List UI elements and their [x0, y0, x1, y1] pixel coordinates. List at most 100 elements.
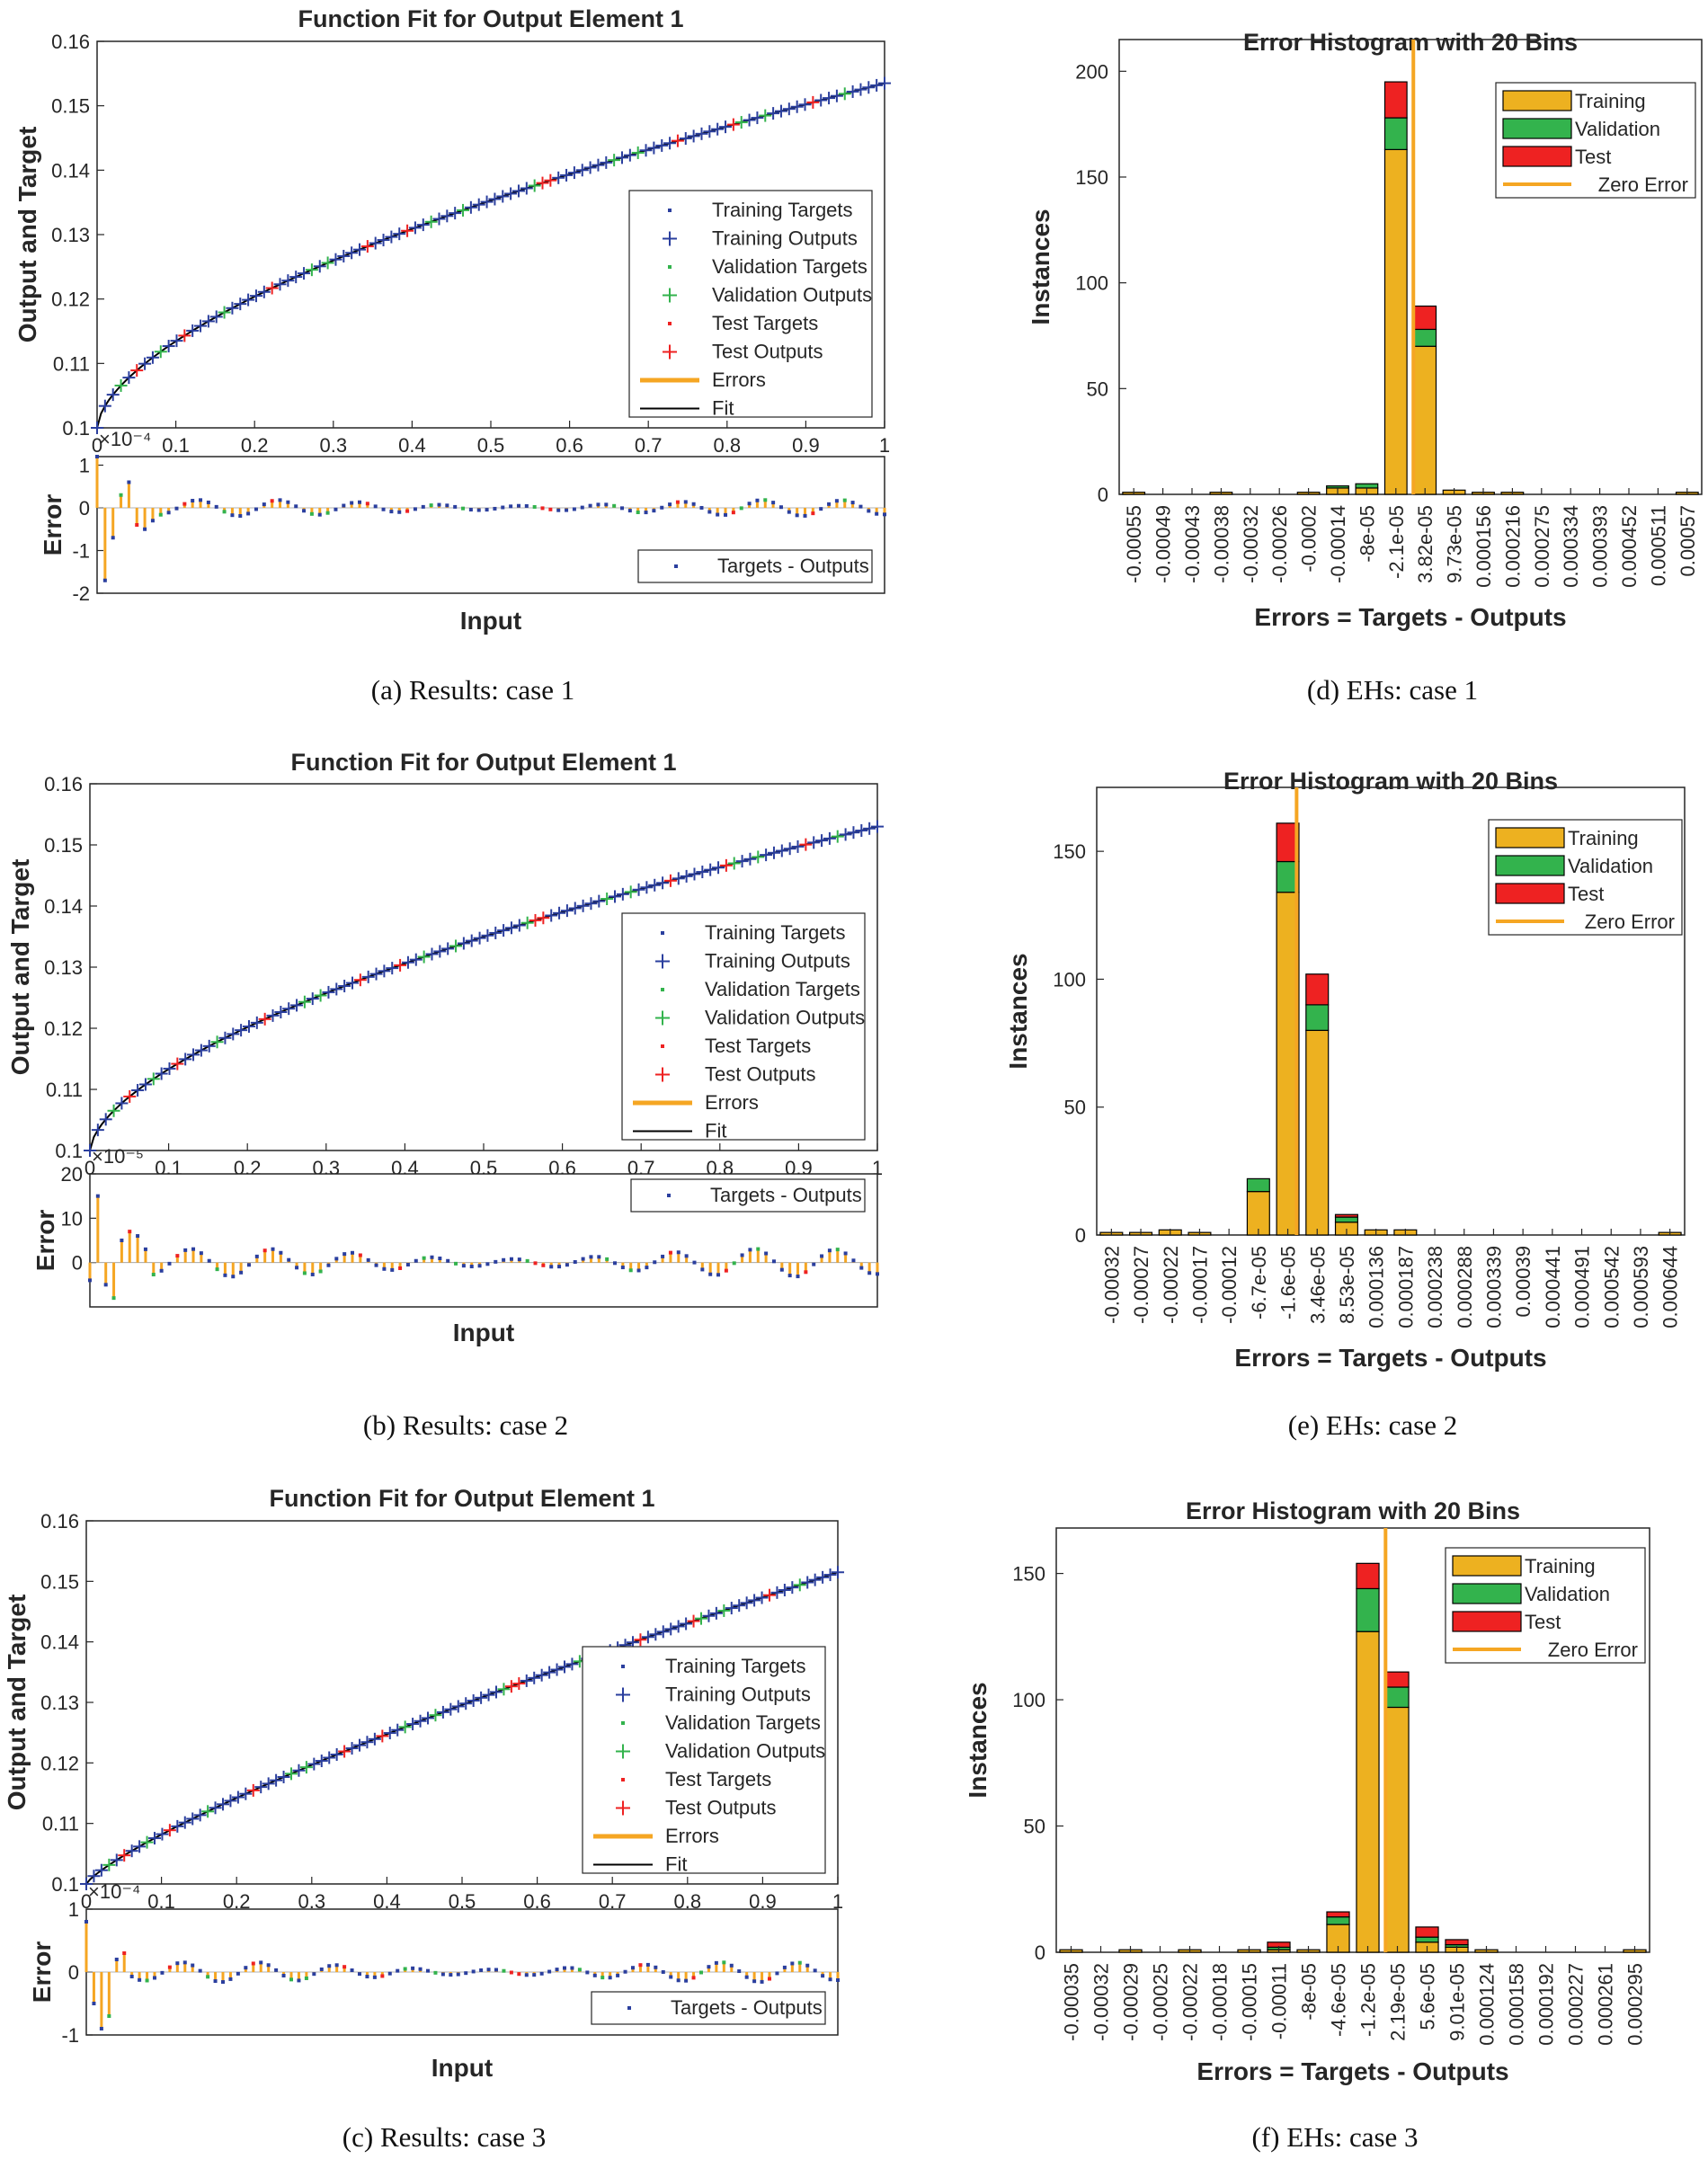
- x-tick-label: 9.01e-05: [1446, 1963, 1469, 2041]
- figure-caption: (c) Results: case 3: [342, 2121, 546, 2153]
- legend-label: Validation Outputs: [705, 1007, 865, 1029]
- error-dot: [604, 502, 609, 507]
- error-dot: [274, 1968, 279, 1972]
- error-dot: [581, 1257, 585, 1261]
- y-tick-label: 150: [1053, 840, 1086, 863]
- legend-target-dot: [621, 1665, 625, 1668]
- error-dot: [779, 1267, 784, 1272]
- y-tick-label: 0.16: [44, 773, 83, 795]
- x-tick-label: -0.00014: [1327, 505, 1349, 583]
- error-dot: [405, 509, 410, 513]
- error-dot: [778, 505, 783, 510]
- x-tick-label: 0.000216: [1501, 505, 1524, 588]
- error-dot: [437, 502, 441, 507]
- y-tick-label: 0.12: [40, 1752, 79, 1774]
- error-dot: [440, 1972, 445, 1977]
- fit-line: [85, 1571, 839, 1885]
- y-tick-label: 0.1: [62, 417, 90, 440]
- error-dot: [644, 511, 648, 515]
- fit-chart-c: Function Fit for Output Element 1 0.1 0.11…: [3, 1485, 844, 2153]
- error-dot: [111, 536, 115, 540]
- error-dot: [669, 1975, 673, 1979]
- error-dot: [585, 1970, 590, 1975]
- legend-label: Zero Error: [1585, 911, 1675, 933]
- x-tick-label: 5.6e-05: [1417, 1963, 1439, 2030]
- x-tick-label: -2.1e-05: [1385, 505, 1408, 579]
- fit-line: [96, 82, 885, 429]
- legend-swatch-validation: [1495, 855, 1565, 876]
- fit-title: Function Fit for Output Element 1: [291, 749, 677, 776]
- legend-label: Zero Error: [1548, 1639, 1638, 1661]
- validation-bar: [1246, 1177, 1270, 1193]
- error-dot: [262, 502, 266, 507]
- error-y-tick-label: 1: [68, 1898, 79, 1921]
- y-tick-label: 0.11: [42, 1813, 79, 1835]
- error-dot: [358, 1972, 361, 1977]
- y-tick-label: 0.13: [44, 956, 83, 979]
- x-tick-label: 0.000156: [1472, 505, 1495, 588]
- x-tick-label: 0.000275: [1531, 505, 1553, 588]
- error-dot: [266, 1963, 271, 1968]
- error-dot: [739, 506, 743, 511]
- error-dot: [764, 1251, 769, 1256]
- error-dot: [588, 503, 592, 508]
- error-dot: [302, 1271, 307, 1275]
- x-tick-label: -1.6e-05: [1277, 1246, 1300, 1319]
- error-dot: [302, 509, 307, 513]
- legend-label: Validation Targets: [712, 255, 867, 278]
- x-tick-label: -0.00032: [1100, 1246, 1123, 1324]
- legend-label: Training Targets: [665, 1655, 806, 1677]
- histogram-chart-f: Error Histogram with 20 Bins 0 50 100 150 Ins…: [964, 1497, 1650, 2153]
- test-bar: [1445, 1939, 1469, 1946]
- legend-target-dot: [661, 931, 664, 935]
- x-tick-label: 0.000288: [1454, 1246, 1476, 1328]
- x-tick-label: -0.00011: [1268, 1963, 1291, 2039]
- error-dot: [557, 1265, 562, 1269]
- error-exponent-label: ×10⁻⁵: [92, 1145, 144, 1168]
- error-dot: [883, 512, 886, 517]
- error-dot: [222, 510, 227, 514]
- error-dot: [819, 507, 823, 511]
- error-dot: [136, 1234, 140, 1239]
- x-tick-label: 8.53e-05: [1336, 1246, 1358, 1324]
- y-tick-label: 100: [1012, 1689, 1045, 1711]
- error-dot: [312, 1972, 316, 1977]
- error-dot: [281, 1974, 286, 1978]
- test-bar: [1415, 1926, 1439, 1938]
- error-dot: [236, 1971, 240, 1976]
- error-dot: [502, 1968, 506, 1973]
- legend-label: Zero Error: [1598, 173, 1688, 196]
- y-tick-label: 0.12: [44, 1017, 83, 1040]
- error-dot: [775, 1971, 779, 1976]
- x-tick-label: -0.00027: [1130, 1246, 1152, 1324]
- error-y-tick-label: 0: [68, 1961, 79, 1984]
- x-tick-label: 0.000187: [1394, 1246, 1417, 1328]
- error-dot: [318, 1269, 323, 1274]
- x-tick-label: -0.00043: [1181, 505, 1204, 583]
- error-y-tick-label: 1: [79, 455, 90, 477]
- x-tick-label: -0.0002: [1298, 505, 1321, 573]
- y-axis-label: Instances: [1027, 209, 1054, 324]
- error-dot: [461, 1264, 466, 1268]
- error-dot: [182, 502, 187, 506]
- error-dot: [532, 1973, 537, 1977]
- error-dot: [661, 1969, 665, 1974]
- error-dot: [85, 1920, 88, 1924]
- error-dot: [182, 1960, 187, 1965]
- test-bar: [1413, 305, 1437, 331]
- error-dot: [796, 1275, 800, 1279]
- validation-bar: [1326, 1916, 1350, 1925]
- error-dot: [446, 1258, 450, 1263]
- x-tick-label: 0.000491: [1571, 1246, 1594, 1328]
- error-y-axis-label: Error: [39, 494, 67, 556]
- error-dot: [191, 1963, 195, 1968]
- error-dot: [691, 502, 696, 506]
- error-dot: [834, 499, 839, 503]
- error-dot: [612, 503, 617, 508]
- error-dot: [683, 500, 688, 504]
- error-dot: [287, 1257, 291, 1262]
- x-tick-label: -0.00022: [1179, 1963, 1202, 2041]
- error-dot: [724, 1268, 728, 1273]
- error-dot: [389, 510, 394, 514]
- legend-target-dot: [661, 988, 664, 991]
